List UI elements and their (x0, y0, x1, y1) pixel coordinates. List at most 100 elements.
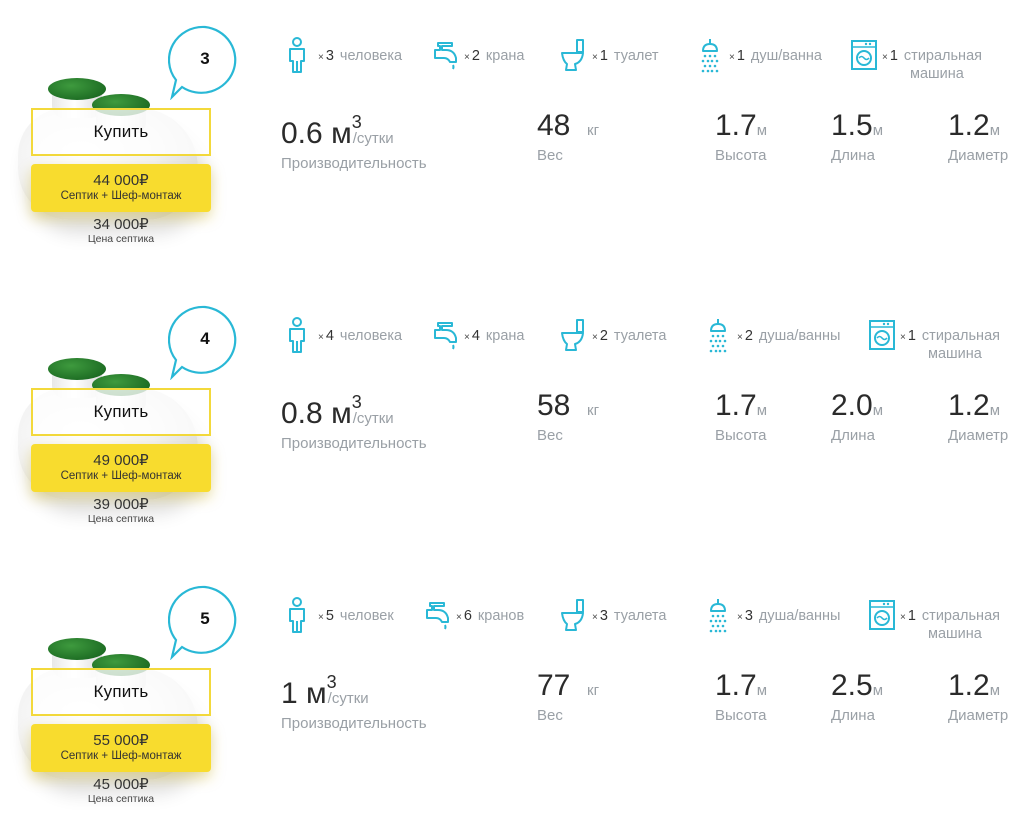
spec-unit: м (989, 402, 1001, 419)
multiplier: × (900, 332, 906, 343)
spec-diameter: 1.2м Диаметр (948, 668, 1008, 725)
feature-label: туалета (613, 608, 667, 624)
spec-value: 2.5 (831, 669, 873, 702)
multiplier: × (592, 332, 598, 343)
spec-unit: м (872, 122, 884, 139)
spec-unit: м (872, 402, 884, 419)
spec-unit-power: 3 (351, 392, 362, 412)
washing-machine-icon (869, 600, 895, 630)
model-number-badge: 5 (168, 584, 244, 660)
septic-price: 34 000₽ (93, 216, 149, 233)
spec-value: 1.2 (948, 389, 990, 422)
spec-value: 1 (281, 677, 298, 710)
feature-label: стиральная (921, 328, 1000, 344)
spec-label: Длина (831, 427, 875, 444)
feature-count: 6 (463, 608, 472, 624)
septic-price-block: 39 000₽ Цена септика (31, 496, 211, 526)
feature-label: душа/ванны (758, 608, 841, 624)
spec-diameter: 1.2м Диаметр (948, 108, 1008, 165)
spec-length: 1.5м Длина (831, 108, 883, 165)
septic-price-label: Цена септика (87, 513, 155, 525)
spec-label: Высота (715, 147, 767, 164)
spec-label: Высота (715, 427, 767, 444)
spec-value: 1.5 (831, 109, 873, 142)
shower-icon (701, 39, 719, 73)
feature-count: 2 (471, 48, 480, 64)
feature-taps: × 2 крана (432, 36, 524, 74)
model-number: 4 (200, 329, 210, 348)
feature-toilets: × 1 туалет (560, 36, 659, 74)
spec-label: Диаметр (948, 147, 1009, 164)
feature-count: 3 (744, 608, 753, 624)
model-number-badge: 3 (168, 24, 244, 100)
feature-showers: × 2 душа/ванны (705, 316, 840, 354)
feature-label: стиральная (921, 608, 1000, 624)
model-number: 3 (200, 49, 210, 68)
feature-label: человека (339, 48, 403, 64)
total-price: 44 000₽ (93, 172, 149, 189)
spec-value: 77 (537, 669, 571, 702)
feature-label: кранов (477, 608, 525, 624)
buy-button[interactable]: Купить (31, 108, 211, 156)
feature-washers: × 1 стиральная машина (868, 316, 1000, 362)
spec-capacity: 0.6 м3/сутки Производительность (281, 108, 427, 173)
spec-height: 1.7м Высота (715, 108, 767, 165)
spec-value: 1.7 (715, 109, 757, 142)
septic-price-block: 34 000₽ Цена септика (31, 216, 211, 246)
buy-button[interactable]: Купить (31, 668, 211, 716)
multiplier: × (318, 612, 324, 623)
feature-count: 3 (325, 48, 334, 64)
buy-button[interactable]: Купить (31, 388, 211, 436)
feature-label-line2: машина (910, 66, 964, 82)
feature-count: 1 (889, 48, 898, 64)
washing-machine-icon (851, 40, 877, 70)
spec-unit: кг (587, 122, 600, 139)
feature-label-line2: машина (928, 346, 982, 362)
feature-count: 1 (907, 608, 916, 624)
multiplier: × (882, 52, 888, 63)
septic-price-label: Цена септика (87, 793, 155, 805)
feature-label: туалета (613, 328, 667, 344)
feature-toilets: × 2 туалета (560, 316, 666, 354)
feature-label: человека (339, 328, 403, 344)
feature-label-line2: машина (928, 626, 982, 642)
model-number: 5 (200, 609, 210, 628)
spec-capacity: 1 м3/сутки Производительность (281, 668, 427, 733)
spec-label: Производительность (281, 715, 427, 732)
spec-label: Вес (537, 707, 563, 724)
spec-label: Производительность (281, 155, 427, 172)
multiplier: × (737, 332, 743, 343)
spec-unit: кг (587, 402, 600, 419)
spec-unit: м (872, 682, 884, 699)
total-price-label: Септик + Шеф-монтаж (60, 750, 182, 762)
multiplier: × (737, 612, 743, 623)
installation-price-box: 55 000₽ Септик + Шеф-монтаж (31, 724, 211, 772)
feature-people: × 5 человек (286, 596, 394, 634)
spec-value: 0.8 (281, 397, 323, 430)
spec-height: 1.7м Высота (715, 668, 767, 725)
feature-label: душа/ванны (758, 328, 841, 344)
spec-weight: 48 кг Вес (537, 108, 599, 165)
spec-label: Диаметр (948, 707, 1009, 724)
feature-count: 2 (744, 328, 753, 344)
product-row: 3 Купить 44 000₽ Септик + Шеф-монтаж 34 … (0, 0, 1023, 280)
septic-price: 39 000₽ (93, 496, 149, 513)
washing-machine-icon (869, 320, 895, 350)
multiplier: × (464, 52, 470, 63)
feature-washers: × 1 стиральная машина (868, 596, 1000, 642)
person-icon (289, 37, 305, 73)
multiplier: × (464, 332, 470, 343)
feature-count: 1 (736, 48, 745, 64)
spec-unit: м (331, 117, 352, 150)
feature-count: 2 (599, 328, 608, 344)
spec-unit: м (756, 682, 768, 699)
feature-label: человек (339, 608, 394, 624)
multiplier: × (729, 52, 735, 63)
spec-unit: м (756, 402, 768, 419)
spec-label: Диаметр (948, 427, 1009, 444)
spec-value: 1.7 (715, 669, 757, 702)
spec-label: Длина (831, 707, 875, 724)
spec-label: Вес (537, 147, 563, 164)
toilet-icon (561, 39, 584, 71)
spec-value: 1.2 (948, 669, 990, 702)
